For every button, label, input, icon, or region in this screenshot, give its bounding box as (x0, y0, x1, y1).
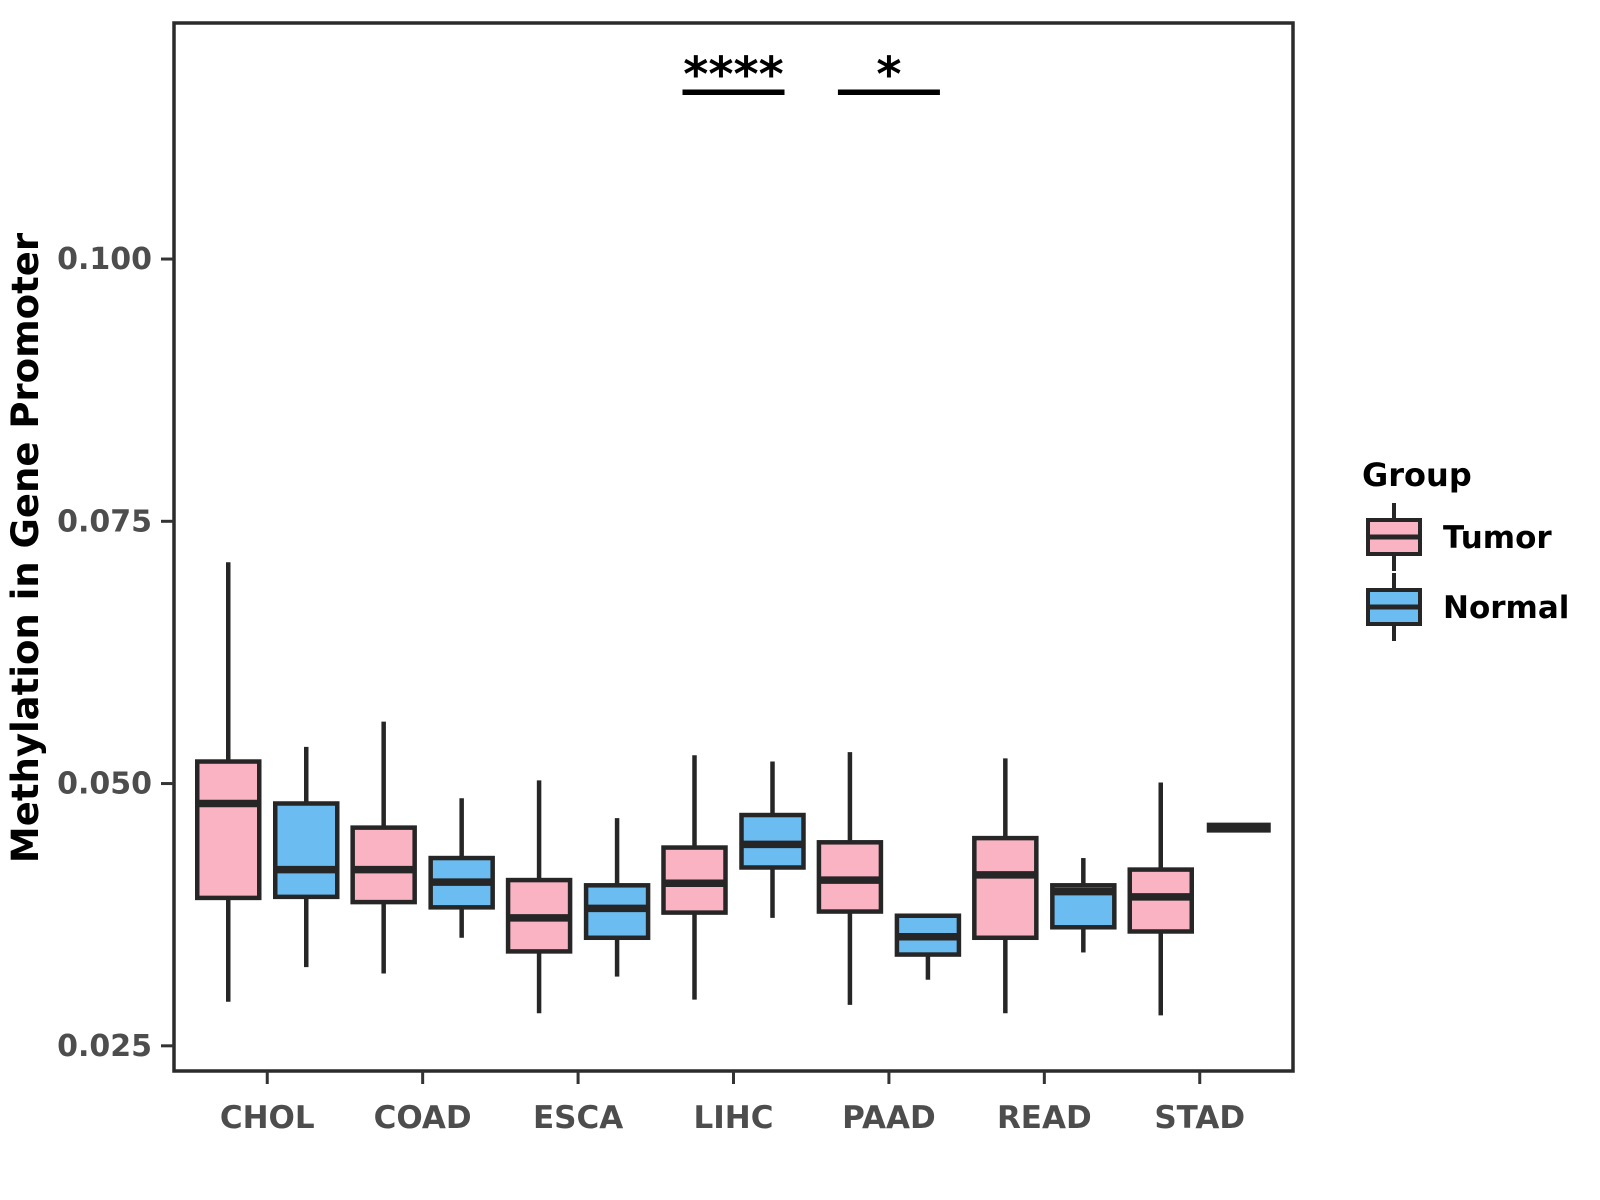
box-paad-tumor (816, 752, 884, 1005)
box-esca-normal (583, 818, 651, 977)
box-paad-normal (894, 913, 962, 980)
x-tick-label-LIHC: LIHC (694, 1100, 774, 1136)
legend-title: Group (1362, 456, 1472, 494)
box-chol-normal (273, 746, 340, 968)
iqr-box (972, 835, 1039, 941)
y-tick-label-0.100: 0.100 (57, 242, 152, 277)
iqr-box (195, 759, 262, 901)
box-esca-tumor (505, 780, 573, 1014)
panel-border (172, 21, 1295, 1073)
x-tick-label-CHOL: CHOL (220, 1100, 315, 1136)
x-tick-label-READ: READ (997, 1100, 1092, 1136)
legend-label-normal: Normal (1443, 590, 1569, 626)
x-tick-label-COAD: COAD (374, 1100, 472, 1136)
iqr-box (350, 825, 417, 905)
legend-label-tumor: Tumor (1443, 520, 1552, 556)
significance-stars-LIHC: **** (683, 47, 783, 103)
box-coad-normal (428, 798, 495, 938)
iqr-box (273, 801, 340, 900)
y-tick-label-0.075: 0.075 (57, 504, 152, 539)
y-tick-label-0.025: 0.025 (57, 1029, 152, 1064)
x-tick-label-STAD: STAD (1154, 1100, 1245, 1136)
box-read-tumor (972, 758, 1039, 1014)
box-chol-tumor (195, 562, 262, 1002)
significance-stars-PAAD: * (876, 47, 901, 103)
box-coad-tumor (350, 721, 417, 974)
x-tick-label-PAAD: PAAD (842, 1100, 936, 1136)
y-axis-title: Methylation in Gene Promoter (4, 232, 47, 863)
box-lihc-normal (739, 761, 806, 918)
y-tick-label-0.050: 0.050 (57, 767, 152, 802)
legend-item-normal: Normal (1366, 573, 1569, 641)
legend-item-tumor: Tumor (1366, 503, 1552, 571)
box-stad-tumor (1127, 782, 1194, 1016)
box-read-normal (1050, 858, 1117, 953)
x-tick-label-ESCA: ESCA (533, 1100, 623, 1136)
box-lihc-tumor (661, 755, 728, 1000)
